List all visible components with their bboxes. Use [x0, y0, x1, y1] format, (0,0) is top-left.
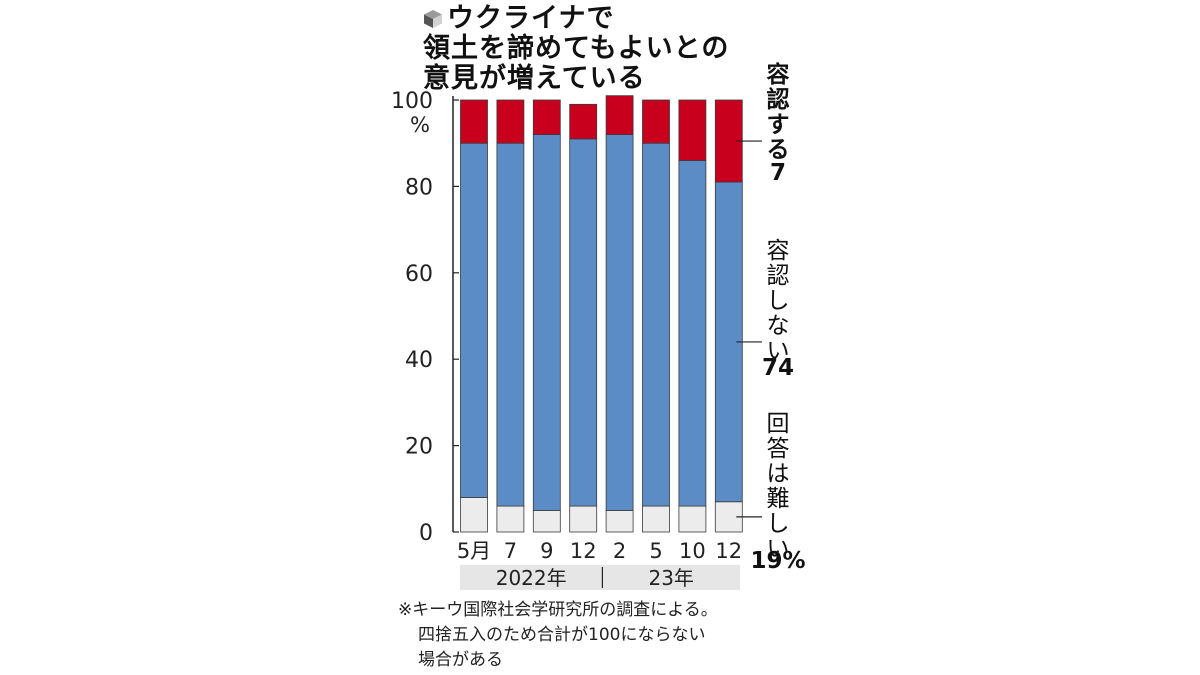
bar-segment [496, 142, 525, 507]
bar-segment [605, 95, 634, 135]
series-label-char: 認 [767, 86, 790, 113]
series-label-char: 答 [767, 436, 790, 462]
year-label: 23年 [648, 566, 693, 590]
bar-segment [569, 138, 598, 507]
series-value-label: 74 [762, 355, 794, 381]
title-line-2: 領土を諦めてもよいとの [423, 33, 730, 64]
x-tick-label: 5月 [457, 539, 491, 563]
series-value-label: 7 [770, 160, 786, 186]
x-tick-label: 12 [570, 539, 597, 563]
series-label-char: 容 [767, 61, 790, 88]
y-tick-label: 20 [405, 435, 433, 460]
chart-title: ウクライナで 領土を諦めてもよいとの 意見が増えている [423, 4, 729, 94]
bar-segment [532, 134, 561, 511]
x-tick-label: 5 [649, 539, 662, 563]
footnote: ※キーウ国際社会学研究所の調査による。 四捨五入のため合計が100にならない 場… [398, 598, 718, 673]
title-line-3: 意見が増えている [423, 63, 646, 94]
series-label-char: し [767, 511, 790, 537]
series-label-char: 難 [767, 486, 790, 512]
bar-segment [532, 509, 561, 533]
bar-segment [642, 99, 670, 144]
year-label: 2022年 [496, 566, 567, 590]
y-tick-label: 0 [419, 521, 433, 546]
y-unit-label: % [410, 113, 430, 137]
x-tick-label: 2 [613, 539, 626, 563]
series-label-char: な [767, 313, 790, 339]
bar-segment [532, 99, 561, 135]
x-tick-label: 10 [679, 539, 706, 563]
footnote-line-2: 四捨五入のため合計が100にならない [418, 625, 706, 645]
y-tick-label: 80 [405, 175, 433, 200]
bar-segment [569, 103, 598, 140]
x-tick-label: 7 [504, 539, 517, 563]
bar-segment [678, 505, 707, 533]
bar-segment [642, 142, 670, 507]
footnote-line-3: 場合がある [418, 650, 503, 670]
series-value-label: 19% [750, 548, 805, 574]
series-label-char: す [767, 112, 790, 138]
series-label-char: い [767, 536, 790, 562]
y-tick-label: 60 [405, 262, 433, 287]
bar-segment [569, 505, 598, 533]
bar-segment [605, 134, 634, 511]
bar-segment [460, 497, 488, 533]
series-label-char: は [767, 461, 790, 487]
bar-segment [496, 99, 525, 144]
footnote-line-1: ※キーウ国際社会学研究所の調査による。 [398, 600, 718, 620]
bar-segment [678, 99, 707, 161]
bar-segment [605, 509, 634, 533]
x-tick-label: 9 [540, 539, 553, 563]
year-band [460, 565, 740, 590]
cube-icon [424, 10, 442, 28]
y-tick-label: 100 [391, 89, 433, 114]
series-label-char: 容 [767, 238, 790, 264]
y-tick-label: 40 [405, 348, 433, 373]
series-label-char: し [767, 288, 790, 314]
bar-segment [460, 99, 488, 144]
series-label-char: い [767, 338, 790, 364]
bar-segment [496, 505, 525, 533]
series-label-char: る [767, 137, 790, 163]
title-line-1: ウクライナで [423, 4, 729, 34]
bar-segment [678, 160, 707, 507]
x-tick-label: 12 [715, 539, 742, 563]
bar-segment [460, 142, 488, 498]
series-label-char: 認 [767, 263, 790, 289]
title-text-1: ウクライナで [447, 3, 615, 34]
bar-segment [642, 505, 670, 533]
series-label-char: 回 [767, 411, 790, 437]
